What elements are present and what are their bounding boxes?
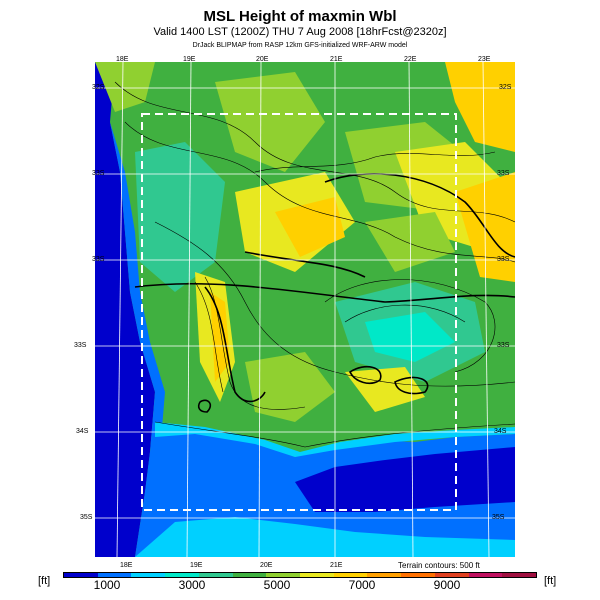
lat-label-right: 33S xyxy=(497,170,510,177)
colorbar-swatch xyxy=(266,573,301,577)
lat-label-left: 32S xyxy=(92,84,105,91)
lat-label-left: 33S xyxy=(92,170,105,177)
lon-label-top: 22E xyxy=(404,56,417,63)
colorbar-swatch xyxy=(468,573,503,577)
colorbar-tick: 1000 xyxy=(93,578,121,592)
height-map xyxy=(95,62,515,557)
lat-label-left: 35S xyxy=(80,514,93,521)
map-subtitle: Valid 1400 LST (1200Z) THU 7 Aug 2008 [1… xyxy=(153,26,447,38)
colorbar-swatch xyxy=(401,573,435,577)
lat-label-right: 33S xyxy=(497,256,510,263)
colorbar-tick: 9000 xyxy=(433,578,461,592)
lon-label-bottom: 18E xyxy=(120,562,133,569)
lon-label-top: 23E xyxy=(478,56,491,63)
colorbar-swatch xyxy=(165,573,199,577)
colorbar-swatch xyxy=(97,573,132,577)
lat-label-right: 32S xyxy=(499,84,512,91)
colorbar-swatch xyxy=(434,573,469,577)
colorbar-swatch xyxy=(232,573,267,577)
colorbar-swatch xyxy=(198,573,233,577)
colorbar-swatch xyxy=(131,573,166,577)
terrain-contour-note: Terrain contours: 500 ft xyxy=(398,561,480,570)
inner-domain-box xyxy=(141,113,457,511)
lon-label-bottom: 20E xyxy=(260,562,273,569)
colorbar-unit-right: [ft] xyxy=(544,575,557,587)
model-credit: DrJack BLIPMAP from RASP 12km GFS-initia… xyxy=(192,42,408,49)
lat-label-left: 33S xyxy=(92,256,105,263)
colorbar xyxy=(63,572,537,578)
colorbar-swatch xyxy=(300,573,334,577)
lon-label-bottom: 21E xyxy=(330,562,343,569)
lat-label-right: 33S xyxy=(497,342,510,349)
lat-label-right: 34S xyxy=(494,428,507,435)
colorbar-swatch xyxy=(367,573,402,577)
lon-label-bottom: 19E xyxy=(190,562,203,569)
ocean-west xyxy=(95,62,155,557)
colorbar-unit-left: [ft] xyxy=(38,575,51,587)
lon-label-top: 20E xyxy=(256,56,269,63)
lat-label-left: 34S xyxy=(76,428,89,435)
colorbar-tick: 5000 xyxy=(263,578,291,592)
colorbar-tick: 7000 xyxy=(348,578,376,592)
colorbar-tick: 3000 xyxy=(178,578,206,592)
colorbar-swatch xyxy=(502,573,537,577)
lon-label-top: 18E xyxy=(116,56,129,63)
lon-label-top: 21E xyxy=(330,56,343,63)
map-title: MSL Height of maxmin Wbl xyxy=(203,8,397,25)
lat-label-right: 35S xyxy=(492,514,505,521)
lon-label-top: 19E xyxy=(183,56,196,63)
lat-label-left: 33S xyxy=(74,342,87,349)
colorbar-swatch xyxy=(333,573,368,577)
colorbar-swatch xyxy=(64,573,98,577)
